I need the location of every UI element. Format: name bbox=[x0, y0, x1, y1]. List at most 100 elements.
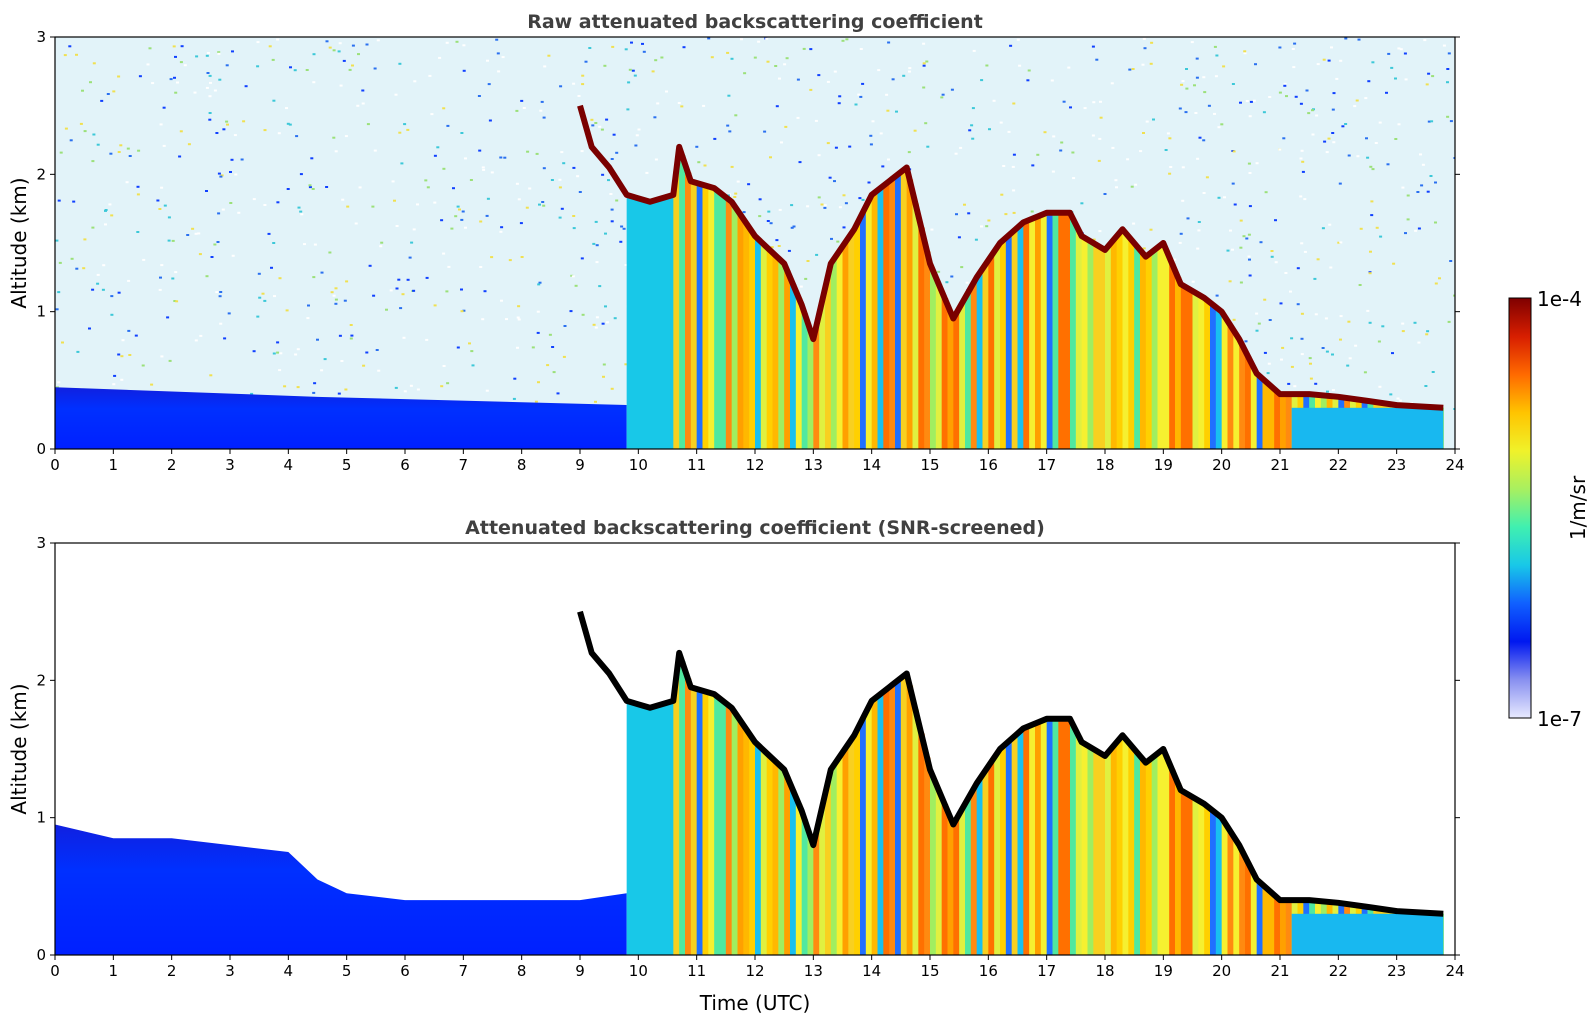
x-tick-label: 22 bbox=[1329, 456, 1348, 474]
noise-pixel bbox=[817, 196, 821, 199]
y-tick-label: 3 bbox=[36, 534, 46, 552]
noise-pixel bbox=[633, 74, 637, 77]
noise-pixel bbox=[730, 57, 734, 60]
noise-pixel bbox=[543, 65, 547, 68]
noise-pixel bbox=[1243, 52, 1247, 55]
aerosol-column bbox=[690, 688, 698, 955]
aerosol-column bbox=[1204, 300, 1211, 449]
noise-pixel bbox=[1231, 182, 1235, 185]
aerosol-column bbox=[994, 247, 1001, 449]
aerosol-column bbox=[988, 761, 995, 955]
noise-pixel bbox=[340, 360, 344, 362]
noise-pixel bbox=[1217, 196, 1221, 199]
aerosol-column bbox=[679, 155, 686, 449]
noise-pixel bbox=[926, 145, 930, 148]
x-axis: 0 1 2 3 4 5 6 7 8 9 10 11 12 13 14 15 16 17 18 19 20 21 22 23 24 bbox=[50, 955, 1465, 980]
aerosol-column bbox=[1093, 244, 1100, 449]
aerosol-column bbox=[965, 292, 972, 449]
noise-pixel bbox=[1132, 222, 1136, 225]
noise-pixel bbox=[513, 377, 517, 380]
aerosol-column bbox=[1192, 292, 1199, 449]
noise-pixel bbox=[572, 227, 576, 230]
noise-pixel bbox=[197, 232, 201, 235]
noise-pixel bbox=[595, 261, 599, 264]
noise-pixel bbox=[1300, 353, 1304, 356]
noise-pixel bbox=[605, 321, 609, 324]
noise-pixel bbox=[479, 220, 483, 223]
noise-pixel bbox=[222, 128, 226, 131]
aerosol-column bbox=[1163, 755, 1170, 955]
noise-pixel bbox=[559, 85, 563, 88]
noise-pixel bbox=[1426, 190, 1430, 193]
noise-pixel bbox=[1316, 63, 1320, 66]
noise-pixel bbox=[242, 120, 246, 123]
noise-pixel bbox=[312, 276, 316, 279]
noise-pixel bbox=[1115, 186, 1118, 189]
noise-pixel bbox=[258, 296, 262, 299]
noise-pixel bbox=[252, 350, 256, 353]
aerosol-column bbox=[1064, 718, 1071, 955]
aerosol-column bbox=[889, 684, 896, 955]
noise-pixel bbox=[486, 197, 490, 200]
noise-pixel bbox=[1429, 175, 1433, 177]
aerosol-column bbox=[947, 817, 954, 955]
noise-pixel bbox=[256, 315, 260, 318]
noise-pixel bbox=[1401, 330, 1405, 333]
aerosol-column bbox=[924, 757, 931, 955]
noise-pixel bbox=[312, 81, 316, 84]
noise-pixel bbox=[389, 289, 393, 292]
noise-pixel bbox=[213, 243, 217, 246]
aerosol-column bbox=[1116, 232, 1124, 449]
noise-pixel bbox=[96, 282, 100, 285]
x-tick-label: 22 bbox=[1329, 962, 1348, 980]
x-tick-label: 4 bbox=[284, 962, 294, 980]
aerosol-column bbox=[1023, 221, 1030, 449]
aerosol-column bbox=[930, 776, 937, 955]
noise-pixel bbox=[397, 278, 401, 281]
noise-pixel bbox=[338, 334, 342, 337]
noise-pixel bbox=[325, 186, 329, 188]
noise-pixel bbox=[814, 119, 818, 122]
noise-pixel bbox=[833, 70, 837, 73]
noise-pixel bbox=[799, 285, 803, 288]
aerosol-column bbox=[626, 195, 634, 449]
noise-pixel bbox=[1389, 393, 1393, 396]
aerosol-column bbox=[795, 297, 803, 449]
aerosol-column bbox=[690, 182, 698, 449]
noise-pixel bbox=[490, 256, 494, 259]
noise-pixel bbox=[478, 149, 482, 152]
noise-pixel bbox=[970, 124, 974, 127]
noise-pixel bbox=[402, 336, 406, 339]
noise-pixel bbox=[960, 266, 964, 269]
noise-pixel bbox=[285, 309, 289, 312]
noise-pixel bbox=[226, 123, 229, 126]
noise-pixel bbox=[595, 316, 599, 319]
noise-pixel bbox=[730, 165, 734, 168]
noise-pixel bbox=[560, 151, 564, 154]
aerosol-column bbox=[1198, 296, 1205, 449]
noise-pixel bbox=[460, 310, 464, 313]
noise-pixel bbox=[442, 107, 446, 110]
noise-pixel bbox=[460, 218, 464, 221]
noise-pixel bbox=[908, 67, 912, 70]
aerosol-column bbox=[988, 255, 995, 449]
noise-pixel bbox=[758, 198, 762, 201]
aerosol-column bbox=[906, 685, 914, 955]
noise-pixel bbox=[1413, 321, 1417, 324]
noise-pixel bbox=[1421, 163, 1425, 166]
noise-pixel bbox=[519, 222, 523, 225]
noise-pixel bbox=[205, 190, 208, 192]
noise-pixel bbox=[1328, 223, 1332, 226]
noise-pixel bbox=[312, 391, 316, 394]
aerosol-column bbox=[842, 748, 849, 955]
noise-pixel bbox=[1083, 107, 1087, 110]
aerosol-column bbox=[1268, 386, 1275, 449]
noise-pixel bbox=[1406, 218, 1410, 221]
noise-pixel bbox=[276, 341, 280, 344]
aerosol-column bbox=[720, 194, 727, 449]
noise-pixel bbox=[525, 206, 529, 209]
noise-pixel bbox=[1270, 250, 1274, 252]
noise-pixel bbox=[92, 62, 96, 65]
noise-pixel bbox=[1449, 120, 1453, 123]
aerosol-columns bbox=[626, 155, 1444, 449]
